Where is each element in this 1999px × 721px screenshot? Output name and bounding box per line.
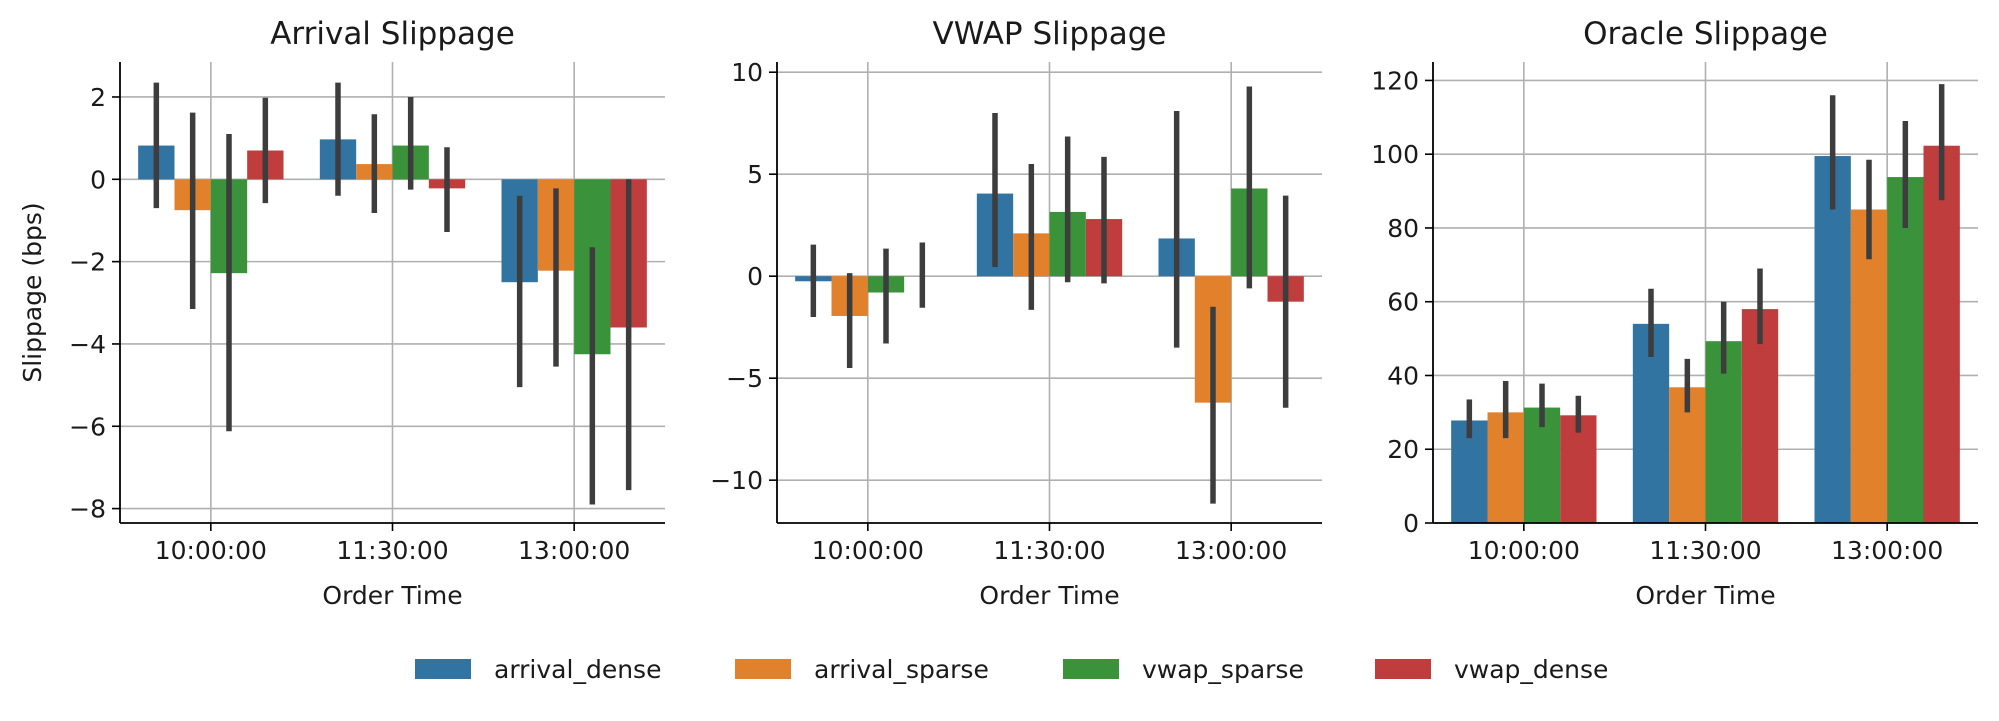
x-tick-label: 11:30:00 [993,536,1105,565]
y-tick-label: 2 [90,83,106,112]
chart-panel-2: −10 −5 0 5 10 10:00:00 11:30:00 13:00:00 VWAP Sl… [710,16,1322,610]
y-tick-label: −6 [69,412,106,441]
y-tick-label: 100 [1371,140,1419,169]
chart-title: Arrival Slippage [270,16,515,52]
y-tick-label: 0 [1403,509,1419,538]
legend: arrival_dense arrival_sparse vwap_sparse vw… [415,655,1608,684]
legend-label: vwap_sparse [1142,655,1304,684]
y-tick-label: 5 [747,160,763,189]
x-axis-label: Order Time [979,581,1119,610]
legend-swatch [1375,659,1431,679]
bar-vwap_sparse [1887,177,1924,523]
x-axis-label: Order Time [1635,581,1775,610]
bar-vwap_dense [1560,415,1597,523]
y-tick-label: −8 [69,495,106,524]
legend-label: vwap_dense [1454,655,1608,684]
bar-arrival_sparse [1850,209,1888,523]
x-tick-label: 11:30:00 [336,536,448,565]
y-tick-label: 60 [1387,288,1419,317]
y-tick-label: 80 [1387,214,1419,243]
x-tick-label: 10:00:00 [155,536,267,565]
legend-label: arrival_sparse [814,655,989,684]
legend-item-vwap_sparse: vwap_sparse [1063,655,1304,684]
legend-label: arrival_dense [494,655,661,684]
y-tick-label: −4 [69,330,106,359]
bar-vwap_dense [1923,145,1960,524]
chart-panel-1: −8 −6 −4 −2 0 2 10:00:00 11:30:00 13:00:00 Arriva… [18,16,665,610]
bar-vwap_dense [1741,309,1779,523]
legend-item-arrival_dense: arrival_dense [415,655,661,684]
y-tick-label: 0 [747,262,763,291]
legend-swatch [735,659,791,679]
legend-item-arrival_sparse: arrival_sparse [735,655,989,684]
x-tick-label: 10:00:00 [1468,536,1580,565]
x-tick-label: 10:00:00 [812,536,924,565]
legend-swatch [1063,659,1119,679]
y-tick-label: 0 [90,165,106,194]
x-axis-label: Order Time [322,581,462,610]
legend-swatch [415,659,471,679]
y-tick-label: 10 [731,58,763,87]
chart-title: Oracle Slippage [1583,16,1828,52]
y-tick-label: −5 [726,364,763,393]
chart-panel-3: 0 20 40 60 80 100 120 10:00:00 11:30:00 13:00:00 O… [1371,16,1978,610]
y-axis-label: Slippage (bps) [18,202,47,382]
x-tick-label: 13:00:00 [518,536,630,565]
x-tick-label: 13:00:00 [1831,536,1943,565]
legend-item-vwap_dense: vwap_dense [1375,655,1608,684]
x-tick-label: 13:00:00 [1175,536,1287,565]
bar-arrival_dense [1814,156,1851,523]
y-tick-label: 40 [1387,361,1419,390]
y-tick-label: −2 [69,248,106,277]
y-tick-label: 120 [1371,66,1419,95]
x-tick-label: 11:30:00 [1649,536,1761,565]
chart-title: VWAP Slippage [933,16,1167,52]
y-tick-label: −10 [710,466,763,495]
y-tick-label: 20 [1387,435,1419,464]
